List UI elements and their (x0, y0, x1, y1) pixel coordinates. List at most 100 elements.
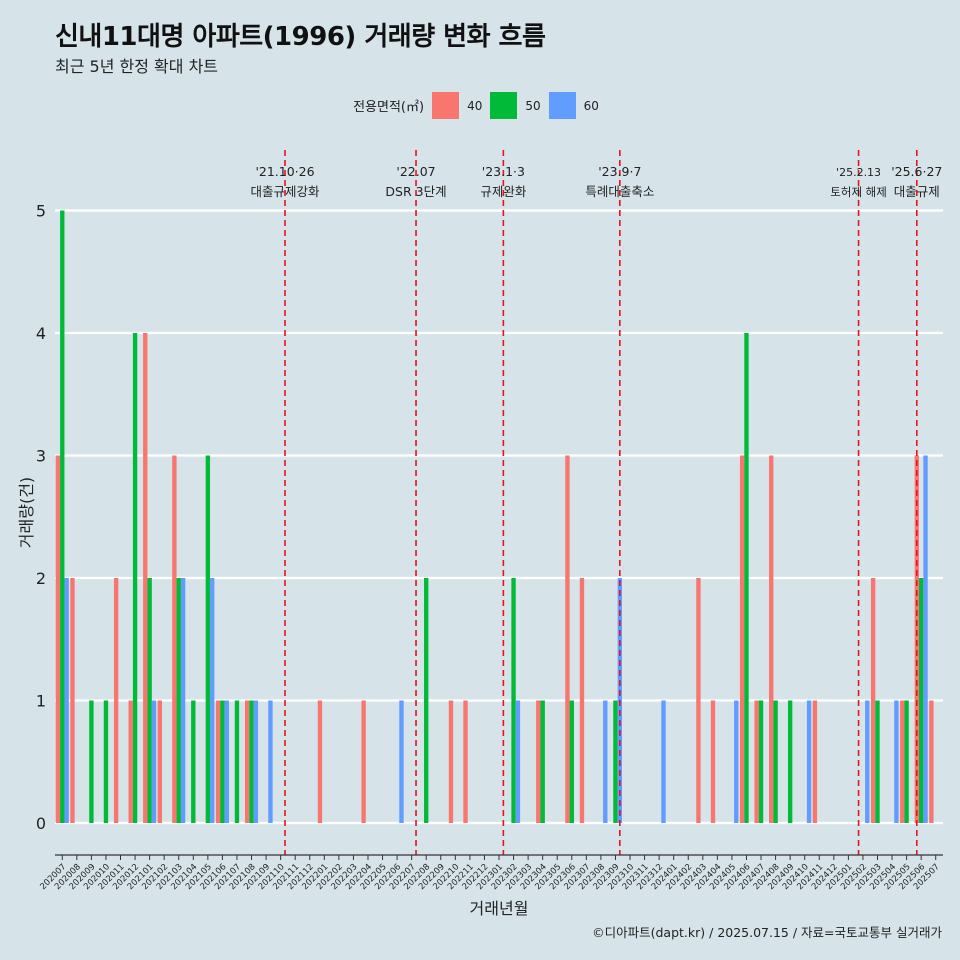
x-axis-title: 거래년월 (470, 899, 529, 918)
event-label-3: 특례대출축소 (585, 184, 654, 199)
bar-40-202503 (870, 578, 876, 823)
bar-40-202408 (769, 455, 774, 823)
legend-swatch-50 (490, 92, 518, 119)
bar-60-202108 (253, 700, 259, 823)
bar-60-202106 (224, 700, 229, 823)
bar-50-202506 (918, 578, 924, 823)
bar-50-202007 (60, 210, 65, 823)
bar-40-202406 (739, 455, 745, 823)
legend-item-40: 40 (432, 92, 482, 119)
bar-40-202201 (317, 700, 323, 823)
bar-60-202206 (399, 700, 404, 823)
chart-title: 신내11대명 아파트(1996) 거래량 변화 흐름 (55, 22, 546, 52)
event-label-1: DSR 3단계 (385, 184, 446, 199)
y-tick-label: 3 (36, 447, 46, 466)
bar-40-202211 (463, 700, 468, 823)
y-axis-title: 거래량(건) (17, 477, 36, 548)
bar-40-202210 (448, 700, 454, 823)
bar-50-202107 (234, 700, 240, 823)
event-date-2: '23.1·3 (482, 164, 525, 179)
bar-40-202505 (900, 700, 905, 823)
event-label-2: 규제완화 (480, 184, 527, 199)
legend-label-50: 50 (525, 98, 541, 113)
bar-50-202105 (205, 455, 211, 823)
event-label-0: 대출규제강화 (250, 184, 320, 199)
bar-50-202101 (147, 578, 152, 823)
bar-50-202408 (773, 700, 778, 823)
bar-50-202306 (569, 700, 574, 823)
bar-50-202010 (103, 700, 109, 823)
bar-50-202106 (220, 700, 225, 823)
legend: 전용면적(㎡) 40 50 60 (0, 92, 960, 119)
event-date-4: '25.2.13 (836, 166, 881, 179)
bar-40-202407 (754, 700, 759, 823)
legend-label-60: 60 (583, 98, 599, 113)
y-tick-label: 4 (36, 324, 46, 343)
bar-40-202012 (128, 700, 133, 823)
bar-50-202103 (176, 578, 181, 823)
event-date-0: '21.10·26 (255, 164, 314, 179)
bar-40-202204 (361, 700, 366, 823)
bar-40-202103 (172, 455, 177, 823)
bar-40-202108 (244, 700, 250, 823)
bar-50-202409 (787, 700, 793, 823)
bar-50-202012 (132, 333, 138, 823)
legend-title: 전용면적(㎡) (353, 100, 425, 115)
bar-40-202404 (710, 700, 716, 823)
bar-40-202506 (914, 455, 919, 823)
event-label-4: 토허제 해제 (830, 185, 887, 199)
bar-50-202104 (191, 700, 196, 823)
bar-40-202011 (113, 578, 119, 823)
bar-50-202503 (875, 700, 880, 823)
bar-50-202208 (424, 578, 429, 823)
bar-60-202103 (180, 578, 186, 823)
bar-50-202304 (540, 700, 545, 823)
legend-item-50: 50 (490, 92, 541, 119)
legend-label-40: 40 (467, 98, 483, 113)
bar-50-202309 (613, 700, 618, 823)
event-date-5: '25.6·27 (891, 164, 942, 179)
bar-50-202505 (904, 700, 909, 823)
bar-50-202009 (89, 700, 94, 823)
y-tick-label: 0 (36, 814, 46, 833)
bar-50-202302 (511, 578, 516, 823)
legend-item-60: 60 (548, 92, 599, 119)
legend-swatch-60 (548, 92, 576, 119)
y-tick-label: 2 (36, 569, 46, 588)
bar-40-202507 (929, 700, 934, 823)
bar-60-202405 (734, 700, 739, 823)
bar-60-202109 (268, 700, 273, 823)
event-date-1: '22.07 (396, 164, 435, 179)
legend-swatch-40 (432, 92, 460, 119)
bar-50-202108 (249, 700, 254, 823)
bar-40-202403 (696, 578, 701, 823)
bar-40-202306 (565, 455, 570, 823)
bar-50-202406 (744, 333, 749, 823)
bar-40-202101 (143, 333, 148, 823)
bar-60-202302 (515, 700, 521, 823)
bar-50-202407 (758, 700, 764, 823)
bar-60-202506 (923, 455, 928, 823)
bar-40-202307 (579, 578, 585, 823)
bar-60-202312 (661, 700, 666, 823)
y-tick-label: 5 (36, 202, 46, 221)
event-date-3: '23.9·7 (598, 164, 641, 179)
bar-40-202304 (536, 700, 541, 823)
bar-60-202504 (894, 700, 899, 823)
bar-60-202308 (603, 700, 608, 823)
event-label-5: 대출규제 (894, 184, 940, 199)
bar-40-202007 (55, 455, 61, 823)
bar-60-202410 (806, 700, 812, 823)
bar-40-202411 (812, 700, 818, 823)
bar-40-202106 (215, 700, 221, 823)
bar-60-202502 (865, 700, 870, 823)
bar-40-202008 (70, 578, 75, 823)
bar-60-202007 (64, 578, 69, 823)
chart-subtitle: 최근 5년 한정 확대 차트 (55, 57, 219, 76)
y-tick-label: 1 (36, 692, 46, 711)
bar-60-202101 (151, 700, 157, 823)
credit-text: ©디아파트(dapt.kr) / 2025.07.15 / 자료=국토교통부 실… (592, 925, 942, 940)
bar-40-202102 (157, 700, 162, 823)
bar-60-202105 (210, 578, 215, 823)
